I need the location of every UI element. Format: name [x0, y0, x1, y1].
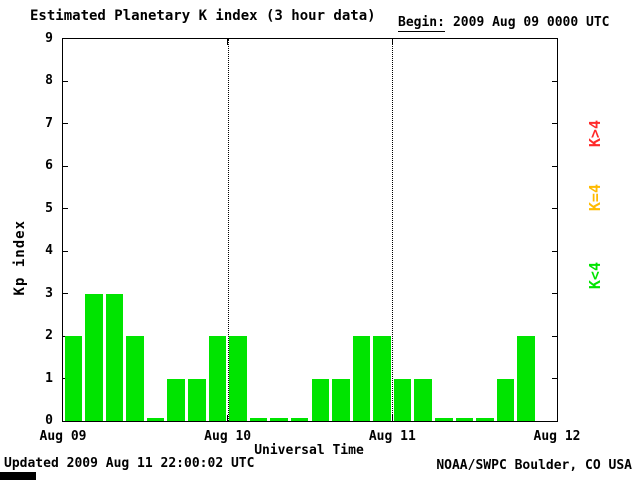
y-tick-label: 8: [45, 73, 53, 89]
kp-bar: [290, 418, 309, 421]
kp-bar: [311, 378, 330, 421]
legend: K>4 K=4 K<4: [586, 0, 616, 400]
x-tick-label: Aug 10: [204, 429, 252, 444]
kp-bar: [373, 336, 391, 421]
y-tick-mark: [552, 123, 557, 125]
kp-bar: [85, 293, 103, 421]
y-tick-label: 7: [45, 115, 53, 131]
kp-bar: [270, 418, 288, 421]
kp-bar: [208, 336, 227, 421]
y-tick-mark: [63, 293, 68, 295]
y-tick-label: 1: [45, 370, 53, 386]
kp-bar: [414, 378, 432, 421]
y-tick-label: 6: [45, 158, 53, 174]
kp-bar: [188, 378, 206, 421]
plot-area: 0 1 2 3 4 5 6 7 8 9 Aug 09 Aug 10 Aug 11 Aug 12: [40, 31, 581, 444]
x-tick-label: Aug 12: [533, 429, 581, 444]
y-tick-label: 5: [45, 200, 53, 216]
kp-bar: [126, 336, 144, 421]
kp-bar: [64, 336, 83, 421]
legend-item: K>4: [586, 120, 604, 148]
y-tick-mark: [63, 80, 68, 82]
y-tick-mark: [63, 123, 68, 125]
y-axis-title: Kp index: [12, 220, 28, 296]
y-tick-mark: [552, 293, 557, 295]
y-tick-mark: [552, 250, 557, 252]
kp-bar: [167, 378, 185, 421]
y-tick-label: 4: [45, 243, 53, 259]
kp-bar: [476, 418, 494, 421]
source-credit: NOAA/SWPC Boulder, CO USA: [436, 458, 632, 473]
y-tick-mark: [63, 165, 68, 167]
corner-artifact: [0, 472, 36, 480]
y-tick-mark: [63, 250, 68, 252]
kp-bar: [249, 418, 268, 421]
x-tick-label: Aug 09: [39, 429, 87, 444]
y-tick-label: 9: [45, 31, 53, 46]
kp-bar: [435, 418, 453, 421]
kp-bar: [455, 418, 474, 421]
y-tick-mark: [63, 335, 68, 337]
y-tick-mark: [552, 165, 557, 167]
kp-bar: [105, 293, 124, 421]
x-axis-title: Universal Time: [254, 443, 364, 458]
kp-bar: [352, 336, 371, 421]
y-tick-mark: [63, 208, 68, 210]
day-boundary-line: [392, 39, 394, 421]
legend-item: K=4: [586, 184, 604, 212]
begin-value: 2009 Aug 09 0000 UTC: [452, 15, 610, 30]
x-tick-label: Aug 11: [368, 429, 416, 444]
y-tick-label: 3: [45, 285, 53, 301]
day-boundary-line: [227, 39, 229, 421]
begin-timestamp: Begin: 2009 Aug 09 0000 UTC: [398, 15, 610, 32]
kp-bar: [496, 378, 515, 421]
begin-label: Begin:: [398, 15, 445, 32]
y-tick-mark: [552, 208, 557, 210]
y-tick-label: 0: [45, 413, 53, 428]
y-tick-mark: [552, 335, 557, 337]
kp-bar: [517, 336, 535, 421]
legend-item: K<4: [586, 262, 604, 290]
y-tick-label: 2: [45, 328, 53, 344]
kp-bar: [332, 378, 350, 421]
y-tick-mark: [552, 80, 557, 82]
updated-timestamp: Updated 2009 Aug 11 22:00:02 UTC: [4, 456, 255, 471]
kp-bar: [146, 418, 165, 421]
kp-bar: [393, 378, 412, 421]
y-tick-mark: [552, 378, 557, 380]
kp-bar: [229, 336, 247, 421]
chart-title: Estimated Planetary K index (3 hour data…: [30, 8, 376, 24]
